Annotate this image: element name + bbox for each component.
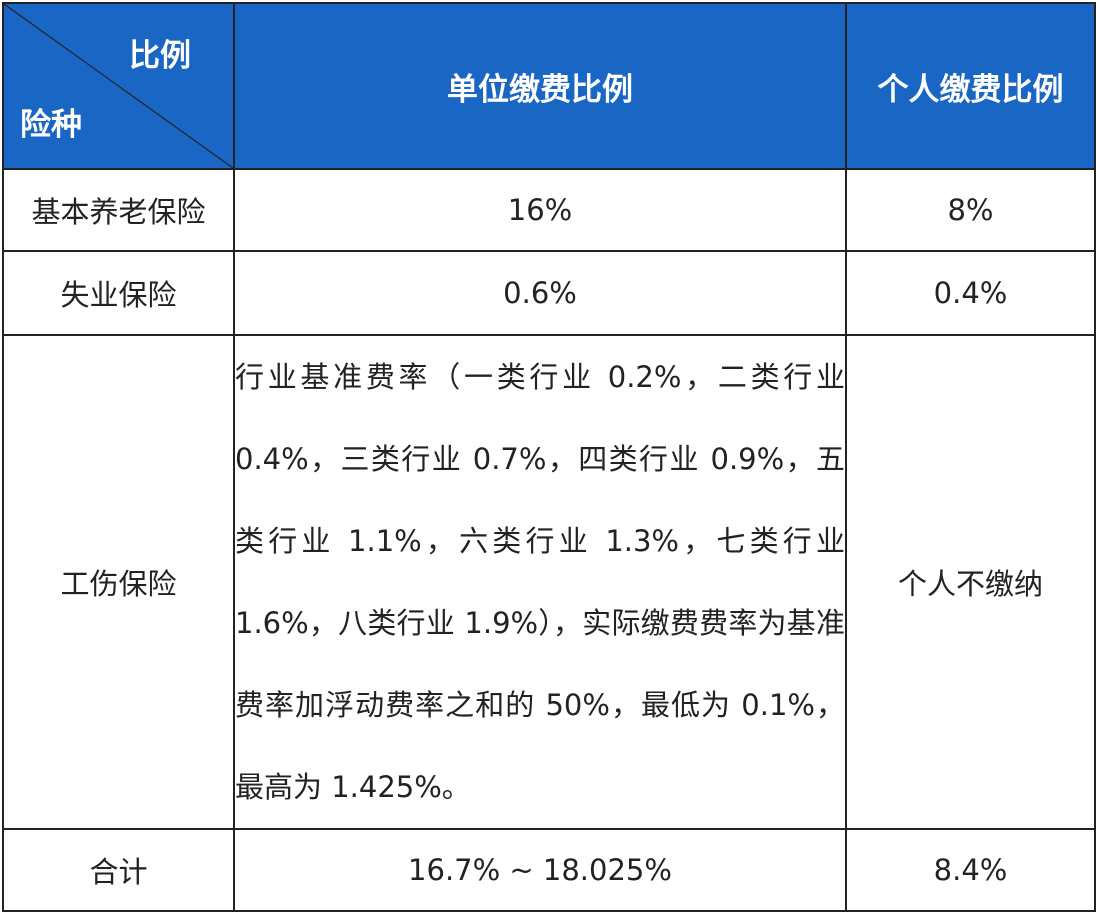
row-personal-rate: 0.4% [845,250,1096,336]
row-personal-rate: 个人不缴纳 [845,334,1096,830]
row-company-rate: 0.6% [233,250,847,336]
row-insurance-type: 合计 [2,828,235,912]
row-company-rate: 16% [233,168,847,252]
header-corner-cell: 比例 险种 [2,2,235,170]
header-corner-ratio-label: 比例 [129,38,191,74]
table-row: 失业保险 0.6% 0.4% [2,250,1096,336]
row-company-rate: 16.7% ~ 18.025% [233,828,847,912]
table-header-row: 比例 险种 单位缴费比例 个人缴费比例 [2,2,1096,170]
row-insurance-type: 失业保险 [2,250,235,336]
row-insurance-type: 工伤保险 [2,334,235,830]
row-company-rate-detail: 行业基准费率（一类行业 0.2%，二类行业 0.4%，三类行业 0.7%，四类行… [233,334,847,830]
row-personal-rate: 8% [845,168,1096,252]
header-company-rate: 单位缴费比例 [233,2,847,170]
row-insurance-type: 基本养老保险 [2,168,235,252]
work-injury-rate-description: 行业基准费率（一类行业 0.2%，二类行业 0.4%，三类行业 0.7%，四类行… [235,360,845,804]
table-row: 基本养老保险 16% 8% [2,168,1096,252]
header-personal-rate: 个人缴费比例 [845,2,1096,170]
row-personal-rate: 8.4% [845,828,1096,912]
header-corner-type-label: 险种 [20,107,82,143]
table-total-row: 合计 16.7% ~ 18.025% 8.4% [2,828,1096,912]
diagonal-divider [4,4,233,168]
table-row: 工伤保险 行业基准费率（一类行业 0.2%，二类行业 0.4%，三类行业 0.7… [2,334,1096,830]
